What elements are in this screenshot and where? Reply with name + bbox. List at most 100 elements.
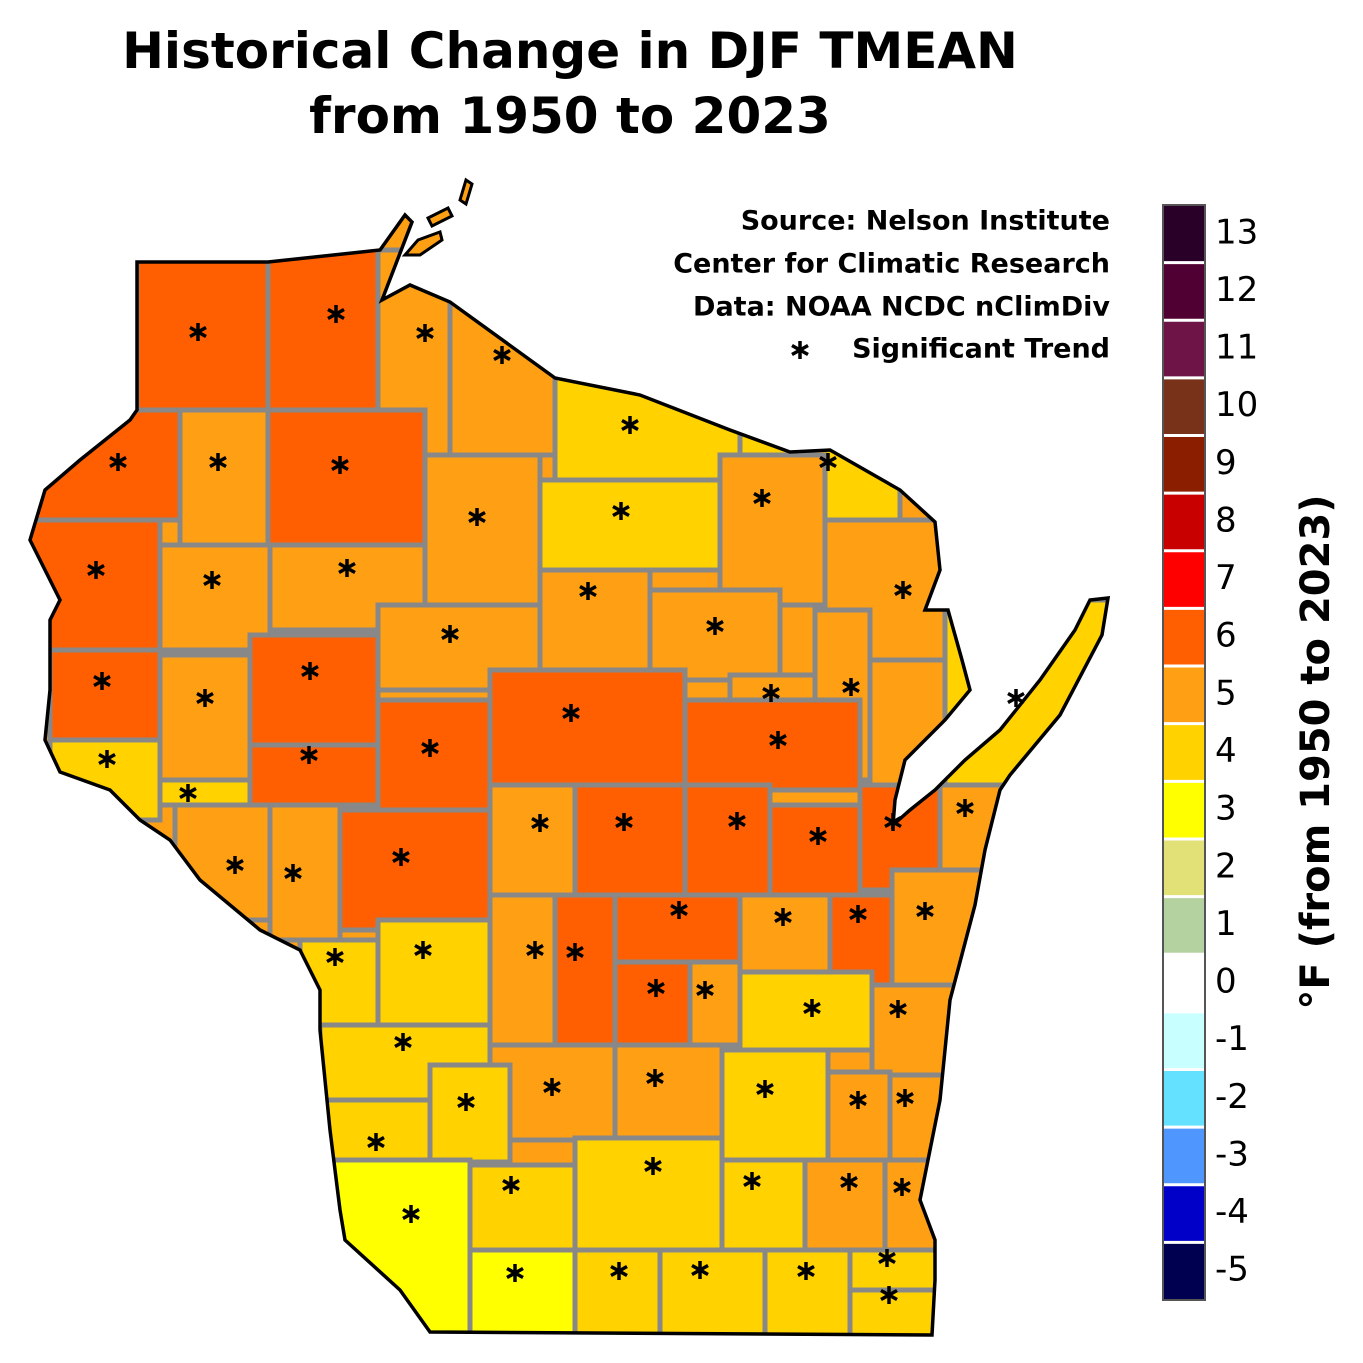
region (172, 802, 273, 923)
significance-star (894, 581, 912, 599)
significance-star (615, 813, 633, 831)
colorbar-box (1163, 377, 1205, 436)
region (247, 742, 381, 808)
colorbar-tick-label: 7 (1215, 558, 1237, 598)
region (30, 407, 183, 523)
colorbar-box (1163, 493, 1205, 551)
colorbar-box (1163, 1242, 1205, 1300)
region (537, 477, 723, 573)
significance-star (893, 1178, 911, 1196)
significance-star (1007, 689, 1025, 707)
significance-star (612, 502, 630, 520)
significance-star (647, 979, 665, 997)
significance-star (416, 324, 434, 342)
significance-star (468, 508, 486, 526)
colorbar-box (1163, 723, 1205, 782)
region (47, 737, 163, 823)
significance-star (880, 1286, 898, 1304)
significance-star (326, 948, 344, 966)
significance-star (579, 582, 597, 600)
significance-star (109, 453, 127, 471)
significance-star (226, 856, 244, 874)
region (247, 632, 381, 748)
region (157, 652, 253, 783)
colorbar-box (1163, 320, 1205, 378)
significance-star (621, 416, 639, 434)
significance-star (209, 453, 227, 471)
state-outline (28, 212, 1111, 1337)
region (889, 867, 988, 988)
colorbar-box (1163, 608, 1205, 667)
region (265, 215, 381, 413)
region (719, 1047, 831, 1163)
region (612, 1042, 725, 1141)
significance-star (502, 1176, 520, 1194)
colorbar-box (1163, 1011, 1205, 1070)
significance-star (203, 571, 221, 589)
colorbar-box (1163, 1127, 1205, 1185)
colorbar-tick-label: 3 (1215, 789, 1237, 829)
significance-star (956, 799, 974, 817)
region (572, 782, 688, 898)
significance-star (769, 731, 787, 749)
region (157, 777, 253, 808)
significance-star (98, 750, 116, 768)
colorbar-tick-label: -1 (1215, 1019, 1249, 1059)
significance-star (301, 662, 319, 680)
region (537, 567, 653, 673)
stars (87, 305, 1025, 1304)
colorbar-tick-label: -3 (1215, 1134, 1249, 1174)
region (737, 892, 833, 975)
significance-star (457, 1093, 475, 1111)
significance-star (179, 784, 197, 802)
colorbar-box (1163, 781, 1205, 839)
significance-star (414, 941, 432, 959)
colorbar-frame (1162, 204, 1206, 1301)
colorbar-tick-label: 13 (1215, 212, 1258, 252)
colorbar-tick-label: 1 (1215, 904, 1237, 944)
region (612, 959, 693, 1048)
colorbar-tick-label: 8 (1215, 500, 1237, 540)
colorbar-tick-label: 10 (1215, 385, 1258, 425)
title-line: from 1950 to 2023 (309, 87, 831, 145)
region (717, 452, 828, 608)
region (719, 1157, 808, 1253)
colorbar-tick-label: 6 (1215, 616, 1237, 656)
region (267, 802, 343, 943)
region (265, 407, 428, 548)
significance-star (791, 341, 809, 359)
region (657, 1247, 768, 1335)
significance-star (696, 981, 714, 999)
colorbar-box (1163, 666, 1205, 724)
significance-star (392, 848, 410, 866)
significance-star (93, 672, 111, 690)
colorbar-box (1163, 205, 1205, 263)
colorbar-box (1163, 954, 1205, 1012)
significance-star (849, 905, 867, 923)
colorbar-tick-label: -5 (1215, 1250, 1249, 1290)
significance-star (896, 1089, 914, 1107)
colorbar-box (1163, 262, 1205, 321)
significance-star (367, 1133, 385, 1151)
significance-star (670, 901, 688, 919)
significance-star (543, 1078, 561, 1096)
region (422, 452, 543, 608)
region (427, 1062, 513, 1165)
title-line: Historical Change in DJF TMEAN (122, 22, 1018, 80)
colorbar-tick-label: 9 (1215, 443, 1237, 483)
region (882, 1157, 943, 1253)
region (177, 407, 271, 548)
region (552, 892, 618, 1048)
significance-star (196, 689, 214, 707)
overlay (28, 177, 1111, 1337)
significance-star (849, 1091, 867, 1109)
significance-star (338, 559, 356, 577)
region (375, 917, 493, 1028)
region (767, 802, 863, 898)
island (401, 230, 444, 257)
colorbar-tick-label: 11 (1215, 328, 1258, 368)
region (30, 517, 163, 653)
significance-star (691, 1261, 709, 1279)
